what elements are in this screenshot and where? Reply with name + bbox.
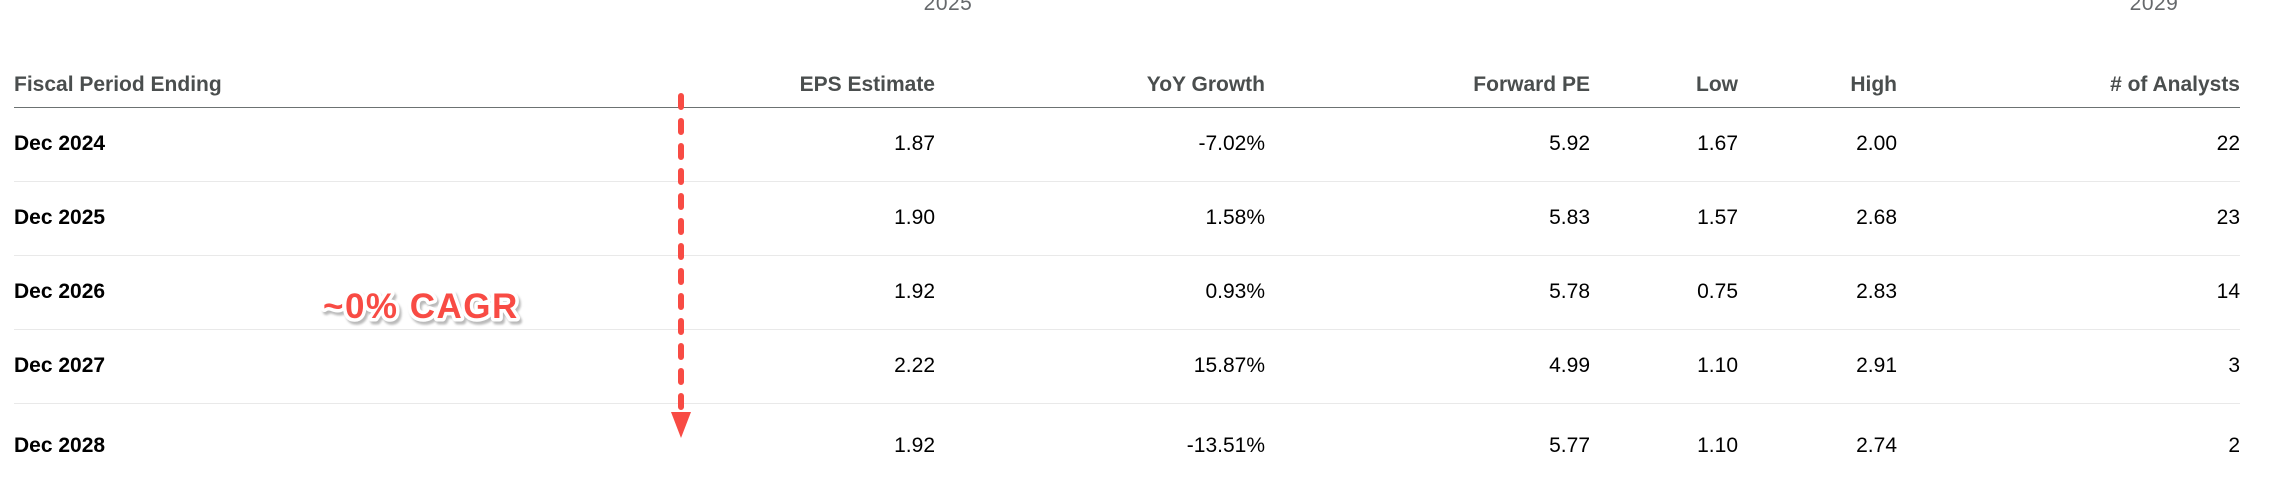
- eps-estimate-cell: 1.92: [894, 280, 935, 303]
- col-header-forward-pe: Forward PE: [1473, 72, 1590, 96]
- analysts-cell: 23: [2216, 206, 2240, 229]
- eps-estimate-cell: 1.92: [894, 434, 935, 458]
- eps-estimate-cell: 1.90: [894, 206, 935, 229]
- low-cell: 0.75: [1697, 280, 1738, 303]
- table-header-row: Fiscal Period Ending EPS Estimate YoY Gr…: [14, 66, 2240, 107]
- forward-pe-cell: 5.83: [1549, 206, 1590, 229]
- low-cell: 1.10: [1697, 354, 1738, 377]
- chart-x-tick-2029: 2029: [2129, 0, 2179, 15]
- table-row: Dec 2028 1.92 -13.51% 5.77 1.10 2.74 2: [14, 403, 2240, 489]
- yoy-growth-cell: -7.02%: [1198, 132, 1265, 155]
- col-header-fiscal-period-ending: Fiscal Period Ending: [14, 72, 222, 96]
- analysts-cell: 3: [2228, 354, 2240, 377]
- forward-pe-cell: 5.78: [1549, 280, 1590, 303]
- analysts-cell: 22: [2216, 132, 2240, 155]
- high-cell: 2.91: [1856, 354, 1897, 377]
- table-row: Dec 2024 1.87 -7.02% 5.92 1.67 2.00 22: [14, 107, 2240, 181]
- high-cell: 2.68: [1856, 206, 1897, 229]
- low-cell: 1.67: [1697, 132, 1738, 155]
- fiscal-period-cell: Dec 2025: [14, 206, 106, 229]
- fiscal-period-cell: Dec 2028: [14, 434, 106, 458]
- col-header-eps-estimate: EPS Estimate: [799, 72, 935, 96]
- fiscal-period-cell: Dec 2026: [14, 280, 106, 303]
- col-header-num-analysts: # of Analysts: [2110, 72, 2240, 96]
- analysts-cell: 14: [2216, 280, 2240, 303]
- col-header-yoy-growth: YoY Growth: [1146, 72, 1265, 96]
- table-row: Dec 2027 2.22 15.87% 4.99 1.10 2.91 3: [14, 329, 2240, 403]
- table-row: Dec 2026 1.92 0.93% 5.78 0.75 2.83 14: [14, 255, 2240, 329]
- eps-estimate-cell: 1.87: [894, 132, 935, 155]
- fiscal-period-cell: Dec 2027: [14, 354, 106, 377]
- high-cell: 2.74: [1856, 434, 1897, 458]
- table-row: Dec 2025 1.90 1.58% 5.83 1.57 2.68 23: [14, 181, 2240, 255]
- forward-pe-cell: 5.77: [1549, 434, 1590, 458]
- eps-estimates-table: Fiscal Period Ending EPS Estimate YoY Gr…: [14, 66, 2240, 489]
- high-cell: 2.83: [1856, 280, 1897, 303]
- forward-pe-cell: 5.92: [1549, 132, 1590, 155]
- low-cell: 1.10: [1697, 434, 1738, 458]
- yoy-growth-cell: 15.87%: [1193, 354, 1265, 377]
- yoy-growth-cell: 1.58%: [1205, 206, 1265, 229]
- high-cell: 2.00: [1856, 132, 1897, 155]
- col-header-high: High: [1850, 72, 1897, 96]
- chart-x-tick-2025: 2025: [923, 0, 973, 15]
- fiscal-period-cell: Dec 2024: [14, 132, 106, 155]
- analysts-cell: 2: [2228, 434, 2240, 458]
- yoy-growth-cell: 0.93%: [1205, 280, 1265, 303]
- yoy-growth-cell: -13.51%: [1186, 434, 1265, 458]
- eps-estimate-cell: 2.22: [894, 354, 935, 377]
- col-header-low: Low: [1696, 72, 1738, 96]
- forward-pe-cell: 4.99: [1549, 354, 1590, 377]
- low-cell: 1.57: [1697, 206, 1738, 229]
